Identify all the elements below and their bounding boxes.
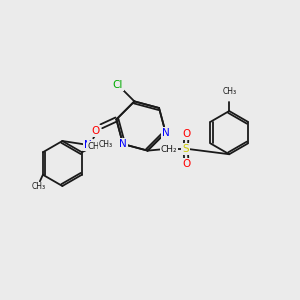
Text: O: O: [91, 126, 100, 136]
Text: N: N: [84, 140, 92, 150]
Text: CH₃: CH₃: [98, 140, 112, 149]
Text: S: S: [182, 144, 189, 154]
Text: CH₃: CH₃: [222, 87, 236, 96]
Text: N: N: [162, 128, 170, 138]
Text: CH₃: CH₃: [88, 142, 103, 151]
Text: N: N: [119, 139, 127, 149]
Text: CH₂: CH₂: [161, 145, 178, 154]
Text: H: H: [94, 141, 101, 150]
Text: O: O: [182, 159, 190, 169]
Text: Cl: Cl: [113, 80, 123, 90]
Text: CH₃: CH₃: [31, 182, 45, 191]
Text: O: O: [182, 129, 190, 139]
